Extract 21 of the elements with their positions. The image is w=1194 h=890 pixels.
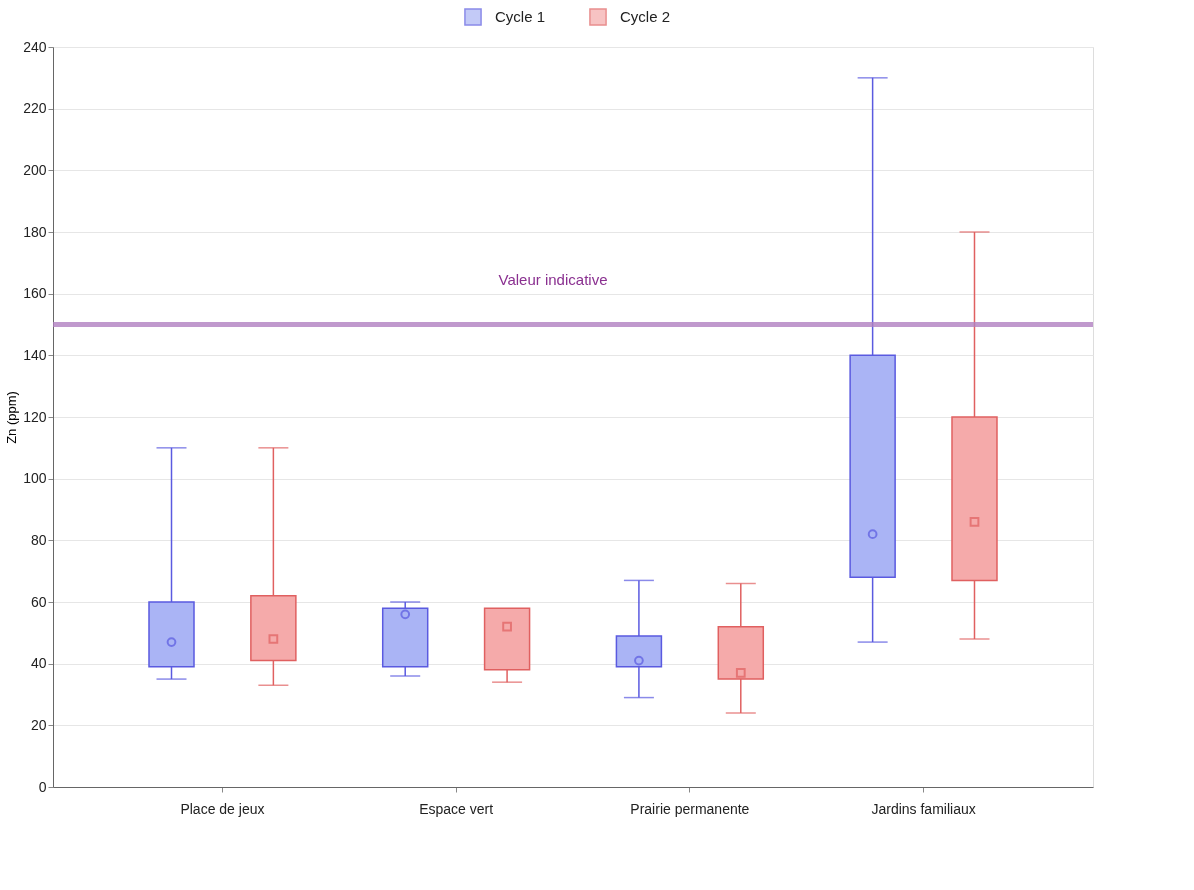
- y-tick-label: 120: [23, 408, 47, 425]
- legend-label: Cycle 2: [620, 8, 671, 25]
- x-tick-label: Jardins familiaux: [871, 800, 976, 817]
- y-tick-label: 60: [30, 593, 47, 610]
- legend-label: Cycle 1: [495, 8, 546, 25]
- y-tick-label: 80: [30, 531, 47, 548]
- ref-line-label: Valeur indicative: [498, 270, 608, 288]
- x-tick-label: Espace vert: [419, 800, 494, 817]
- y-tick-label: 220: [23, 100, 47, 117]
- y-tick-label: 180: [23, 223, 47, 240]
- y-axis-title: Zn (ppm): [4, 391, 20, 444]
- x-tick-label: Prairie permanente: [630, 800, 750, 817]
- y-tick-label: 40: [30, 655, 47, 672]
- y-tick-label: 160: [23, 285, 47, 302]
- y-tick-label: 20: [30, 716, 47, 733]
- y-tick-label: 200: [23, 161, 47, 178]
- y-tick-label: 240: [23, 38, 47, 55]
- y-tick-label: 140: [23, 346, 47, 363]
- y-tick-label: 100: [23, 470, 47, 487]
- y-tick-label: 0: [38, 778, 47, 795]
- x-tick-label: Place de jeux: [180, 800, 265, 817]
